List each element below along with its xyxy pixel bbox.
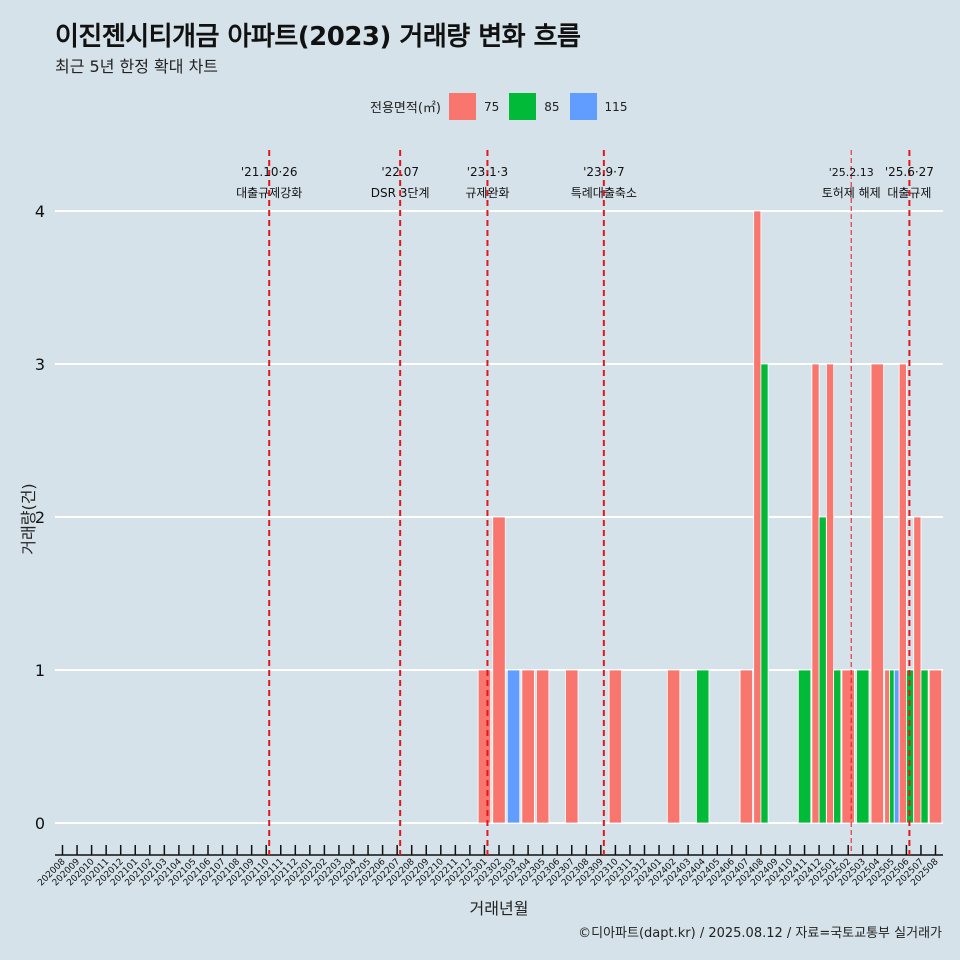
bar-85-202501: [833, 669, 842, 824]
bar-75-202304: [521, 669, 535, 824]
legend-swatch-115: [569, 93, 597, 120]
bar-115-202505: [893, 669, 900, 824]
bar-85-202408: [760, 363, 769, 824]
legend-label-75: 75: [483, 99, 500, 114]
legend-swatch-85: [509, 93, 537, 120]
event-date-202110: '21.10·26: [241, 165, 298, 179]
bar-75-202504: [870, 363, 884, 824]
bar-75-202502: [841, 669, 855, 824]
legend-title: 전용면적(㎡): [370, 101, 441, 116]
source-caption: ©디아파트(dapt.kr) / 2025.08.12 / 자료=국토교통부 실…: [578, 926, 942, 941]
bar-75-202307: [565, 669, 579, 824]
legend-label-115: 115: [604, 99, 628, 114]
bar-115-202303: [506, 669, 521, 824]
bar-75-202310: [608, 669, 623, 824]
event-date-202502: '25.2.13: [829, 166, 874, 179]
y-tick-label-0: 0: [35, 814, 45, 833]
bar-75-202505: [884, 669, 890, 824]
bar-75-202412: [811, 363, 820, 824]
legend: 전용면적(㎡) 75 85 115: [370, 93, 637, 120]
bar-75-202407: [739, 669, 753, 824]
bar-75-202501: [826, 363, 835, 824]
bar-75-202408: [753, 210, 762, 824]
legend-item-85: 85: [509, 93, 560, 120]
y-tick-label-2: 2: [35, 508, 45, 527]
y-axis-title: 거래량(건): [19, 483, 38, 554]
chart-subtitle: 최근 5년 한정 확대 차트: [55, 57, 219, 76]
bar-75-202507: [913, 516, 922, 824]
event-label-202110: 대출규제강화: [236, 186, 302, 200]
event-date-202207: '22.07: [381, 165, 419, 179]
legend-swatch-75: [448, 93, 476, 120]
bar-85-202503: [856, 669, 870, 824]
bar-75-202506: [898, 363, 907, 824]
bar-75-202305: [536, 669, 550, 824]
y-tick-label-4: 4: [35, 202, 45, 221]
x-axis-title: 거래년월: [470, 899, 529, 918]
legend-label-85: 85: [544, 99, 560, 114]
event-label-202309: 특례대출축소: [571, 186, 637, 200]
event-label-202506: 대출규제: [887, 186, 931, 200]
event-label-202301: 규제완화: [465, 186, 509, 200]
bar-85-202507: [920, 669, 929, 824]
y-tick-label-1: 1: [35, 661, 45, 680]
legend-item-115: 115: [569, 93, 628, 120]
legend-item-75: 75: [448, 93, 500, 120]
bar-85-202505: [889, 669, 895, 824]
event-label-202502: 토허제 해제: [822, 186, 881, 200]
bar-85-202404: [696, 669, 710, 824]
bar-75-202402: [666, 669, 681, 824]
bar-75-202302: [492, 516, 506, 824]
chart-title: 이진젠시티개금 아파트(2023) 거래량 변화 흐름: [55, 22, 581, 52]
event-date-202301: '23.1·3: [467, 165, 508, 179]
bar-85-202412: [818, 516, 827, 824]
bar-75-202508: [928, 669, 943, 824]
bar-85-202411: [797, 669, 812, 824]
bar-75-202301: [477, 669, 492, 824]
event-date-202506: '25.6·27: [885, 165, 934, 179]
y-tick-label-3: 3: [35, 355, 45, 374]
event-date-202309: '23.9·7: [583, 165, 624, 179]
event-label-202207: DSR 3단계: [371, 186, 430, 200]
